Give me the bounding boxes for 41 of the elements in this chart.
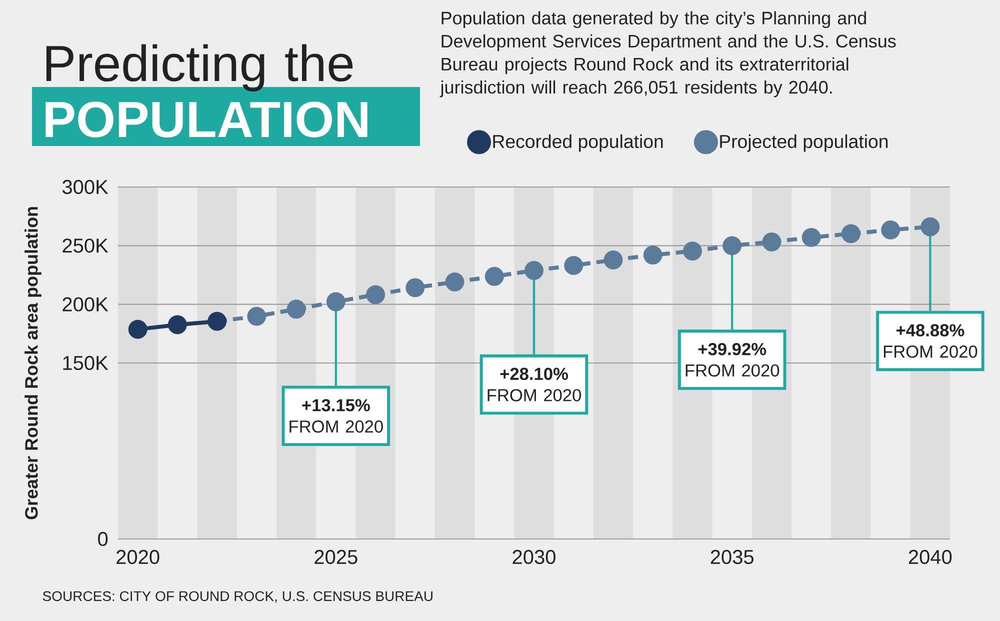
- annotation: +28.10% FROM 2020: [488, 368, 581, 402]
- point: [247, 306, 266, 326]
- point: [802, 228, 821, 247]
- legend-label: Projected population: [720, 134, 888, 152]
- y-tick-label: 300K: [62, 180, 108, 194]
- annotation: +13.15% FROM 2020: [290, 399, 383, 433]
- chart-subtitle: Population data generated by the city’s Planning and Development Services Department and the U.S. Census Bureau projects Round Rock and its extraterritorial jurisdiction will reach 266,051 residents by 2040.: [440, 11, 896, 98]
- annotation: +48.88% FROM 2020: [884, 324, 978, 358]
- point: [643, 246, 662, 265]
- legend-label: Recorded population: [493, 134, 663, 152]
- x-tick-label: 2035: [710, 550, 754, 564]
- source-note: SOURCES: CITY OF ROUND ROCK, U.S. CENSUS BUREAU: [42, 591, 432, 603]
- y-tick-label: 150K: [63, 356, 108, 370]
- x-tick-label: 2025: [314, 550, 358, 564]
- point: [762, 232, 782, 252]
- point: [326, 292, 346, 312]
- point: [841, 224, 860, 244]
- point: [208, 312, 227, 331]
- y-tick-label: 250K: [62, 238, 108, 253]
- x-tick-label: 2040: [908, 550, 952, 564]
- point: [286, 300, 306, 319]
- point: [524, 260, 544, 280]
- point: [406, 278, 425, 298]
- point: [445, 272, 464, 292]
- y-tick-label: 0: [98, 532, 108, 546]
- chart-title: Predicting the POPULATION: [46, 44, 368, 138]
- y-tick-label: 200K: [62, 297, 108, 312]
- point: [484, 266, 504, 286]
- point: [881, 220, 900, 240]
- x-tick-label: 2020: [116, 550, 160, 564]
- point: [683, 242, 702, 261]
- point: [564, 256, 584, 275]
- y-axis-title: Greater Round Rock area population: [24, 207, 42, 520]
- point: [128, 320, 148, 339]
- point: [722, 236, 742, 256]
- annotation: +39.92% FROM 2020: [686, 342, 780, 377]
- point: [366, 285, 385, 304]
- point: [168, 315, 187, 334]
- point: [604, 250, 623, 270]
- point: [920, 217, 940, 236]
- x-tick-label: 2030: [512, 550, 556, 564]
